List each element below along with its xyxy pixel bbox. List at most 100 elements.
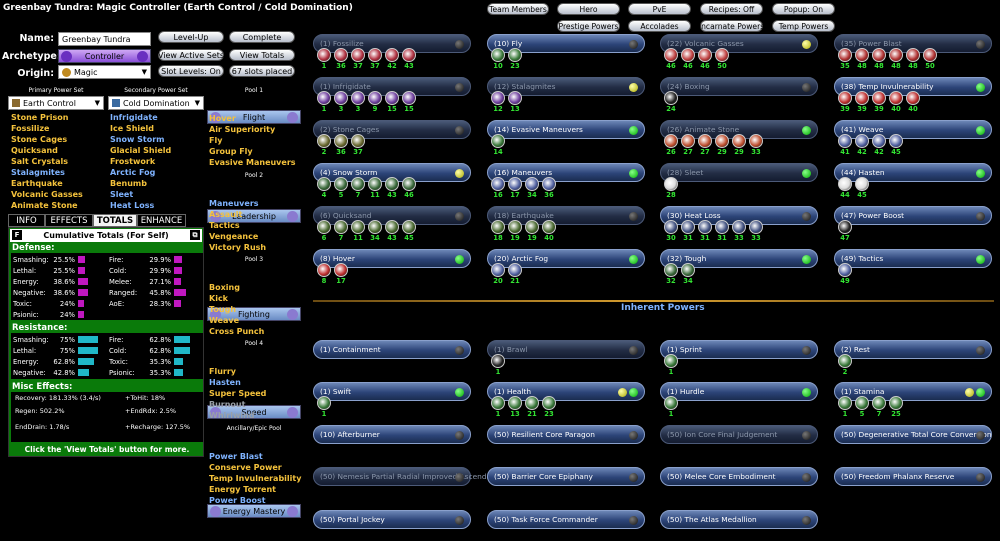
enhancement-icon[interactable] xyxy=(368,177,382,191)
enhancement-icon[interactable] xyxy=(334,263,348,277)
pool-set-select[interactable]: Fighting xyxy=(207,307,301,321)
power-slot[interactable]: (16) Maneuvers xyxy=(487,163,645,182)
power-list-item[interactable]: Stalagmites xyxy=(11,168,65,177)
enhancement-icon[interactable] xyxy=(491,220,505,234)
enhancement-icon[interactable] xyxy=(889,48,903,62)
origin-dropdown[interactable]: Magic ▼ xyxy=(58,65,151,79)
enhancement-icon[interactable] xyxy=(508,263,522,277)
power-list-item[interactable]: Tough xyxy=(209,305,237,314)
enhancement-icon[interactable] xyxy=(351,91,365,105)
power-slot[interactable]: (41) Weave xyxy=(834,120,992,139)
enhancement-icon[interactable] xyxy=(855,177,869,191)
power-list-item[interactable]: Power Blast xyxy=(209,452,263,461)
enhancement-icon[interactable] xyxy=(889,396,903,410)
power-slot[interactable]: (20) Arctic Fog xyxy=(487,249,645,268)
power-slot[interactable]: (44) Hasten xyxy=(834,163,992,182)
power-list-item[interactable]: Tactics xyxy=(209,221,240,230)
power-list-item[interactable]: Flurry xyxy=(209,367,237,376)
enhancement-icon[interactable] xyxy=(402,177,416,191)
pool-set-select[interactable]: Leadership xyxy=(207,209,301,223)
pool-set-select[interactable]: Flight xyxy=(207,110,301,124)
enhancement-icon[interactable] xyxy=(889,91,903,105)
enhancement-icon[interactable] xyxy=(508,91,522,105)
power-slot[interactable]: (24) Boxing xyxy=(660,77,818,96)
power-slot[interactable]: (1) Swift xyxy=(313,382,471,401)
enhancement-icon[interactable] xyxy=(838,263,852,277)
enhancement-icon[interactable] xyxy=(491,263,505,277)
secondary-set-dropdown[interactable]: Cold Domination ▼ xyxy=(108,96,204,110)
hero-button[interactable]: Hero xyxy=(557,3,620,15)
enhancement-icon[interactable] xyxy=(838,134,852,148)
enhancement-icon[interactable] xyxy=(317,48,331,62)
power-list-item[interactable]: Earthquake xyxy=(11,179,63,188)
enhancement-icon[interactable] xyxy=(664,177,678,191)
power-list-item[interactable]: Evasive Maneuvers xyxy=(209,158,296,167)
enhancement-icon[interactable] xyxy=(838,220,852,234)
enhancement-icon[interactable] xyxy=(317,134,331,148)
enhancement-icon[interactable] xyxy=(508,396,522,410)
power-slot[interactable]: (8) Hover xyxy=(313,249,471,268)
enhancement-icon[interactable] xyxy=(838,91,852,105)
power-list-item[interactable]: Heat Loss xyxy=(110,201,155,210)
copy-icon[interactable]: ⧉ xyxy=(190,230,200,240)
power-list-item[interactable]: Energy Torrent xyxy=(209,485,276,494)
recipes-button[interactable]: Recipes: Off xyxy=(700,3,763,15)
view-active-sets-button[interactable]: View Active Sets xyxy=(157,49,225,61)
pool-set-select[interactable]: Speed xyxy=(207,405,301,419)
enhancement-icon[interactable] xyxy=(368,91,382,105)
enhancement-icon[interactable] xyxy=(351,134,365,148)
enhancement-icon[interactable] xyxy=(351,220,365,234)
enhancement-icon[interactable] xyxy=(664,396,678,410)
power-list-item[interactable]: Stone Cages xyxy=(11,135,68,144)
power-slot[interactable]: (1) Containment xyxy=(313,340,471,359)
power-list-item[interactable]: Boxing xyxy=(209,283,240,292)
power-list-item[interactable]: Volcanic Gasses xyxy=(11,190,83,199)
power-list-item[interactable]: Fly xyxy=(209,136,223,145)
power-slot[interactable]: (18) Earthquake xyxy=(487,206,645,225)
power-slot[interactable]: (1) Hurdle xyxy=(660,382,818,401)
power-list-item[interactable]: Infrigidate xyxy=(110,113,158,122)
power-list-item[interactable]: Frostwork xyxy=(110,157,156,166)
power-list-item[interactable]: Fossilize xyxy=(11,124,50,133)
power-list-item[interactable]: Victory Rush xyxy=(209,243,267,252)
enhancement-icon[interactable] xyxy=(889,134,903,148)
power-slot[interactable]: (10) Fly xyxy=(487,34,645,53)
enhancement-icon[interactable] xyxy=(664,220,678,234)
enhancement-icon[interactable] xyxy=(525,220,539,234)
name-field[interactable]: Greenbay Tundra xyxy=(58,32,151,46)
enhancement-icon[interactable] xyxy=(872,134,886,148)
power-slot[interactable]: (47) Power Boost xyxy=(834,206,992,225)
enhancement-icon[interactable] xyxy=(664,91,678,105)
power-slot[interactable]: (50) Task Force Commander xyxy=(487,510,645,529)
slot-levels-button[interactable]: Slot Levels: On xyxy=(158,65,224,77)
power-slot[interactable]: (49) Tactics xyxy=(834,249,992,268)
enhancement-icon[interactable] xyxy=(732,220,746,234)
enhancement-icon[interactable] xyxy=(402,220,416,234)
power-slot[interactable]: (32) Tough xyxy=(660,249,818,268)
power-slot[interactable]: (50) Nemesis Partial Radial Improved Asc… xyxy=(313,467,499,486)
power-list-item[interactable]: Vengeance xyxy=(209,232,259,241)
power-list-item[interactable]: Animate Stone xyxy=(11,201,78,210)
power-list-item[interactable]: Sleet xyxy=(110,190,134,199)
enhancement-icon[interactable] xyxy=(698,48,712,62)
enhancement-icon[interactable] xyxy=(681,48,695,62)
enhancement-icon[interactable] xyxy=(855,134,869,148)
enhancement-icon[interactable] xyxy=(542,220,556,234)
enhancement-icon[interactable] xyxy=(317,177,331,191)
enhancement-icon[interactable] xyxy=(872,48,886,62)
enhancement-icon[interactable] xyxy=(872,91,886,105)
power-list-item[interactable]: Stone Prison xyxy=(11,113,69,122)
power-list-item[interactable]: Conserve Power xyxy=(209,463,282,472)
power-list-item[interactable]: Salt Crystals xyxy=(11,157,69,166)
enhancement-icon[interactable] xyxy=(317,91,331,105)
power-slot[interactable]: (50) Freedom Phalanx Reserve xyxy=(834,467,992,486)
enhancement-icon[interactable] xyxy=(385,177,399,191)
prestige-powers-button[interactable]: Prestige Powers xyxy=(557,20,620,32)
enhancement-icon[interactable] xyxy=(508,177,522,191)
power-slot[interactable]: (50) Resilient Core Paragon xyxy=(487,425,645,444)
enhancement-icon[interactable] xyxy=(838,48,852,62)
tab-effects[interactable]: EFFECTS xyxy=(45,214,93,227)
power-slot[interactable]: (50) Degenerative Total Core Conversion xyxy=(834,425,992,444)
enhancement-icon[interactable] xyxy=(923,48,937,62)
enhancement-icon[interactable] xyxy=(491,177,505,191)
